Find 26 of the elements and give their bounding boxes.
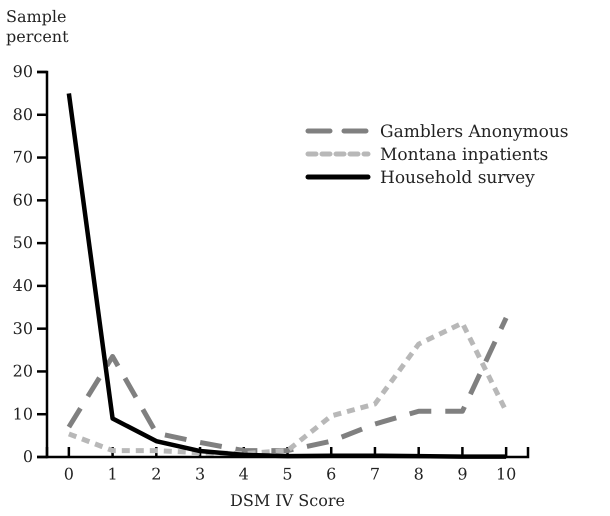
x-axis-title: DSM IV Score [230,491,345,510]
legend-label: Household survey [380,168,536,188]
y-tick-label: 10 [12,404,33,424]
y-tick-label: 70 [12,148,33,167]
x-tick-label: 8 [414,464,424,484]
x-tick-label: 1 [107,464,118,484]
y-tick-label: 40 [12,276,33,296]
y-tick-label: 20 [12,362,33,381]
x-tick-label: 4 [238,464,249,484]
legend-label: Montana inpatients [380,145,548,165]
x-tick-label: 2 [151,464,162,484]
legend-label: Gamblers Anonymous [380,122,569,142]
x-tick-label: 3 [194,464,206,484]
y-tick-label: 90 [12,62,33,82]
y-tick-label: 30 [12,318,33,338]
x-tick-label: 10 [496,464,516,484]
x-tick-label: 0 [64,464,74,484]
y-tick-label: 0 [22,447,33,466]
y-tick-label: 50 [12,233,33,252]
x-tick-label: 7 [370,464,380,484]
x-tick-label: 6 [326,464,336,484]
y-tick-label: 80 [12,104,33,124]
x-tick-label: 5 [282,464,293,484]
x-tick-label: 9 [457,464,468,484]
y-tick-label: 60 [12,190,33,210]
y-axis-title: Sample percent [6,7,70,46]
